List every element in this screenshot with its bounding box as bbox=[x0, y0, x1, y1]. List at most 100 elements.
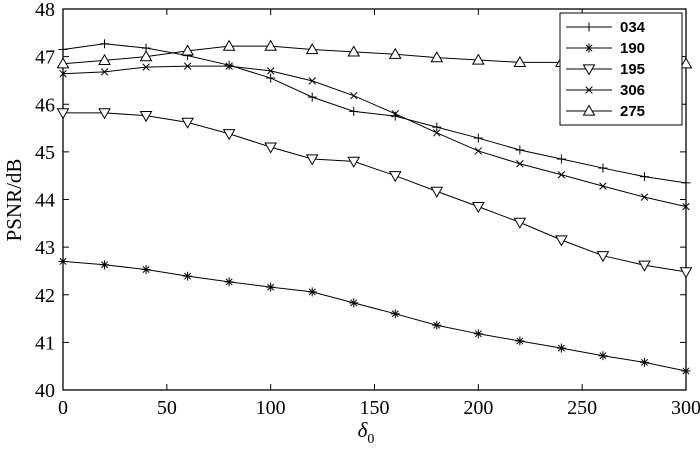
data-point-marker bbox=[390, 309, 400, 319]
x-axis-label-main: δ bbox=[358, 418, 369, 442]
data-point-marker bbox=[598, 163, 608, 173]
data-point-marker bbox=[585, 86, 593, 94]
x-tick-label: 100 bbox=[256, 397, 286, 419]
data-point-marker bbox=[432, 122, 442, 132]
marker-shape bbox=[181, 44, 194, 56]
data-point-marker bbox=[473, 133, 483, 143]
data-point-marker bbox=[139, 50, 153, 62]
marker-stroke bbox=[225, 62, 233, 70]
data-point-marker bbox=[100, 260, 110, 270]
legend-label: 190 bbox=[620, 40, 645, 57]
marker-stroke bbox=[516, 337, 524, 345]
data-point-marker bbox=[432, 320, 442, 330]
marker-shape bbox=[181, 117, 194, 129]
data-point-marker bbox=[349, 106, 359, 116]
data-point-marker bbox=[225, 62, 233, 70]
data-point-marker bbox=[100, 68, 109, 76]
data-point-marker bbox=[679, 57, 693, 69]
marker-shape bbox=[347, 156, 361, 168]
data-point-marker bbox=[584, 22, 594, 32]
data-point-marker bbox=[264, 142, 278, 154]
data-point-marker bbox=[266, 67, 275, 75]
data-point-marker bbox=[679, 267, 693, 279]
marker-shape bbox=[513, 55, 527, 67]
x-axis-label-subscript: 0 bbox=[367, 432, 374, 447]
marker-stroke bbox=[350, 91, 358, 100]
marker-stroke bbox=[142, 266, 150, 274]
data-point-marker bbox=[640, 193, 649, 201]
data-point-marker bbox=[430, 186, 444, 198]
marker-stroke bbox=[682, 367, 690, 375]
y-tick-label: 46 bbox=[35, 94, 55, 116]
marker-stroke bbox=[433, 321, 441, 329]
marker-stroke bbox=[682, 202, 690, 211]
legend-entry: 034 bbox=[566, 19, 646, 36]
marker-shape bbox=[347, 45, 361, 57]
marker-stroke bbox=[142, 63, 150, 71]
data-point-marker bbox=[474, 147, 483, 155]
marker-shape bbox=[98, 53, 111, 66]
marker-stroke bbox=[433, 129, 441, 137]
data-point-marker bbox=[516, 160, 524, 168]
marker-shape bbox=[56, 108, 70, 120]
marker-stroke bbox=[640, 193, 649, 201]
data-point-marker bbox=[513, 55, 527, 67]
marker-shape bbox=[430, 51, 444, 63]
marker-shape bbox=[98, 108, 111, 120]
data-point-marker bbox=[222, 39, 236, 51]
marker-stroke bbox=[585, 86, 593, 94]
data-point-marker bbox=[430, 51, 444, 63]
x-tick-label: 150 bbox=[360, 397, 390, 419]
data-point-marker bbox=[473, 329, 483, 339]
data-point-marker bbox=[513, 217, 527, 229]
marker-stroke bbox=[557, 344, 565, 352]
data-point-marker bbox=[347, 156, 361, 168]
series-190 bbox=[58, 256, 691, 376]
marker-shape bbox=[513, 217, 527, 229]
data-point-marker bbox=[349, 298, 359, 308]
legend-entries: 034 190 195 306 275 bbox=[566, 19, 646, 120]
y-tick-label: 47 bbox=[35, 47, 55, 69]
marker-stroke bbox=[183, 62, 192, 70]
x-tick-label: 50 bbox=[157, 397, 177, 419]
data-point-marker bbox=[181, 44, 194, 56]
series-line bbox=[62, 43, 687, 184]
data-point-marker bbox=[305, 42, 319, 55]
data-point-marker bbox=[308, 77, 316, 85]
data-point-marker bbox=[556, 343, 566, 353]
data-point-marker bbox=[515, 145, 525, 155]
data-point-marker bbox=[582, 64, 596, 76]
marker-stroke bbox=[308, 77, 316, 85]
data-point-marker bbox=[142, 63, 150, 71]
marker-stroke bbox=[59, 257, 67, 265]
marker-shape bbox=[555, 235, 568, 247]
data-point-marker bbox=[56, 108, 70, 120]
marker-stroke bbox=[266, 67, 275, 75]
data-point-marker bbox=[264, 39, 278, 51]
legend-entry: 190 bbox=[566, 40, 645, 57]
marker-shape bbox=[388, 171, 402, 183]
data-point-marker bbox=[598, 351, 608, 361]
marker-stroke bbox=[267, 283, 275, 291]
data-point-marker bbox=[582, 104, 596, 116]
data-point-marker bbox=[141, 265, 151, 275]
marker-stroke bbox=[585, 44, 593, 52]
series-195 bbox=[56, 108, 693, 279]
data-point-marker bbox=[183, 62, 192, 70]
data-point-marker bbox=[390, 111, 400, 121]
marker-shape bbox=[222, 39, 236, 51]
data-point-marker bbox=[638, 260, 651, 272]
data-point-marker bbox=[388, 171, 402, 183]
marker-shape bbox=[388, 47, 402, 59]
data-point-marker bbox=[56, 57, 70, 69]
series-line bbox=[62, 45, 687, 65]
x-axis-label: δ0 bbox=[358, 418, 375, 447]
y-tick-label: 40 bbox=[35, 380, 55, 402]
x-tick-label: 300 bbox=[671, 397, 700, 419]
marker-stroke bbox=[101, 261, 109, 269]
data-point-marker bbox=[183, 271, 193, 281]
marker-shape bbox=[222, 129, 236, 141]
data-point-marker bbox=[515, 336, 525, 346]
marker-stroke bbox=[516, 160, 524, 168]
